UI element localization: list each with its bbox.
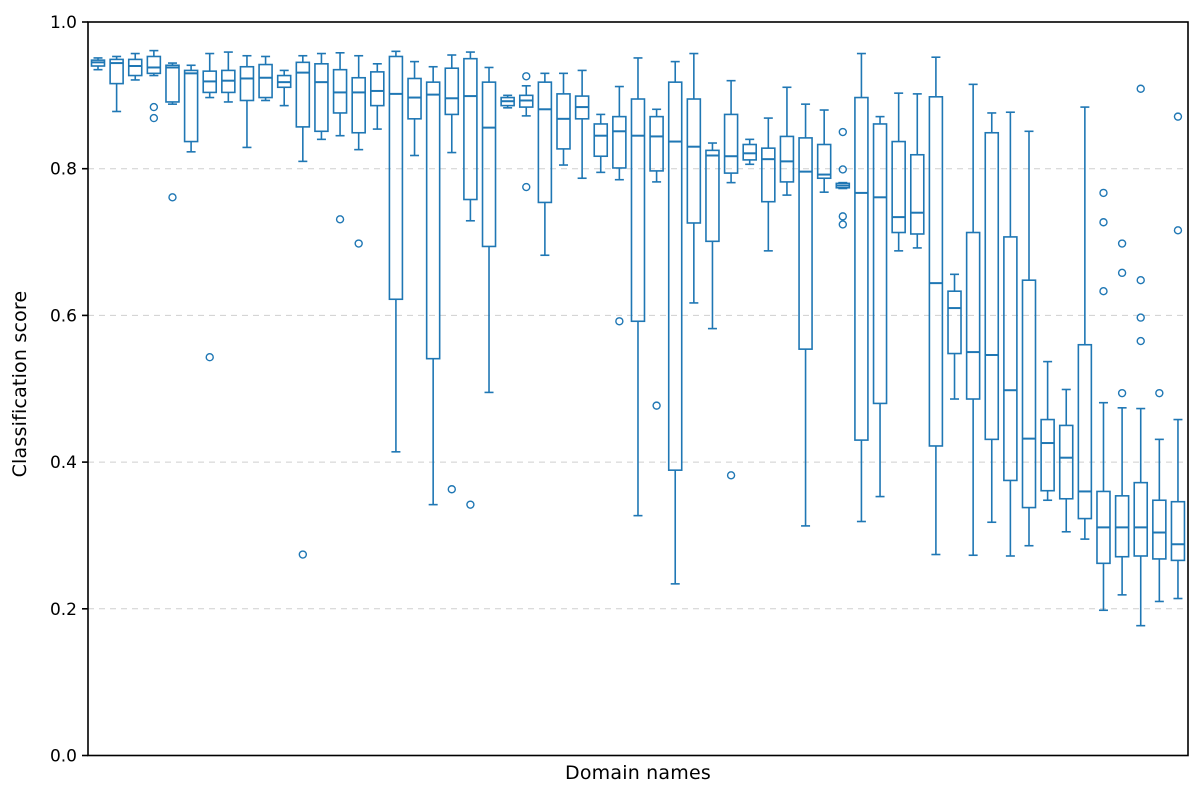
box-plot-item <box>165 64 180 103</box>
box-plot-item <box>1058 424 1074 500</box>
box-plot-item <box>1003 236 1018 482</box>
outlier-point <box>652 401 661 410</box>
y-tick-label: 1.0 <box>50 13 77 33</box>
box-plot-item <box>127 58 143 77</box>
box-plot-item <box>1152 499 1167 560</box>
box-plot-item <box>146 55 162 75</box>
x-axis-label: Domain names <box>565 762 711 784</box>
box-plot-item <box>798 137 813 350</box>
box-plot-item <box>239 65 255 102</box>
box-plot-item <box>947 290 962 355</box>
outlier-point <box>615 317 624 326</box>
outlier-point <box>1099 188 1108 198</box>
box-plot-item <box>909 153 925 235</box>
box-plot-item <box>314 63 329 133</box>
outlier-point <box>1136 336 1145 346</box>
y-tick-label: 0.8 <box>50 160 77 180</box>
outlier-point <box>522 72 531 81</box>
box-plot-item <box>388 55 404 301</box>
outlier-point <box>1173 112 1183 121</box>
box-plot-item <box>1040 418 1055 492</box>
box-plot-item <box>407 77 422 120</box>
outlier-point <box>838 127 847 137</box>
box-plot-item <box>686 98 702 224</box>
box-plot-item <box>369 71 385 107</box>
y-tick-label: 0.2 <box>50 600 77 620</box>
outlier-point <box>1136 84 1145 93</box>
box-plot-item <box>928 96 944 447</box>
box-plot-item <box>761 147 776 203</box>
outlier-point <box>838 220 847 229</box>
outlier-point <box>205 353 214 362</box>
outlier-point <box>447 485 456 494</box>
box-plot-item <box>984 131 1000 441</box>
outlier-point <box>1155 388 1164 398</box>
outlier-point <box>466 500 475 509</box>
outlier-point <box>1117 239 1127 248</box>
y-tick-label: 0.0 <box>50 747 77 767</box>
box-plot-item <box>816 143 832 180</box>
box-plot-item <box>1077 343 1093 520</box>
box-plot-item <box>1021 279 1037 509</box>
box-plot-item <box>332 68 348 114</box>
box-plot-item <box>537 81 553 204</box>
outlier-point <box>838 212 847 221</box>
box-plot-item <box>481 81 497 248</box>
box-plot-item <box>779 135 795 183</box>
box-plot-item <box>854 96 869 441</box>
outlier-point <box>168 193 177 202</box>
outlier-point <box>1136 313 1145 322</box>
box-plot-item <box>1170 500 1186 562</box>
outlier-point <box>1136 275 1145 285</box>
box-plot-item <box>872 123 888 405</box>
box-plot-item <box>109 58 124 85</box>
y-tick-label: 0.6 <box>50 306 77 326</box>
box-plot-item <box>556 93 571 150</box>
box-plot-item <box>351 76 366 134</box>
box-plot-item <box>183 69 199 143</box>
outlier-point <box>1099 218 1108 227</box>
outlier-point <box>354 239 363 248</box>
box-plot-item <box>1133 481 1149 557</box>
outlier-point <box>838 165 847 174</box>
outlier-point <box>1173 226 1183 235</box>
box-plot-item <box>723 113 739 174</box>
outlier-point <box>1099 286 1108 296</box>
box-plot-item <box>444 67 460 116</box>
box-plot-item <box>612 115 627 169</box>
outlier-point <box>149 113 159 123</box>
box-plot-item <box>258 63 273 99</box>
box-plot-item <box>705 149 720 243</box>
plot-border <box>87 21 1189 757</box>
outlier-point <box>1117 388 1127 398</box>
outlier-point <box>726 471 736 480</box>
outlier-point <box>149 102 159 112</box>
box-plot-item <box>295 61 311 128</box>
box-plot-item <box>425 81 441 360</box>
outlier-point <box>522 182 531 192</box>
y-axis-label: Classification score <box>9 290 31 478</box>
box-plot-item <box>667 81 683 471</box>
box-plot-item <box>891 140 906 234</box>
box-plot-item <box>649 115 664 172</box>
box-plot-item <box>630 98 646 323</box>
outlier-point <box>335 215 345 224</box>
outlier-point <box>1117 268 1127 278</box>
box-plot-item <box>742 143 758 161</box>
box-plot-item <box>463 57 478 201</box>
box-plot-item <box>965 231 981 400</box>
outlier-point <box>298 550 308 559</box>
box-plot-item <box>1114 495 1130 558</box>
box-plot-item <box>593 123 609 158</box>
y-tick-label: 0.4 <box>50 453 77 473</box>
